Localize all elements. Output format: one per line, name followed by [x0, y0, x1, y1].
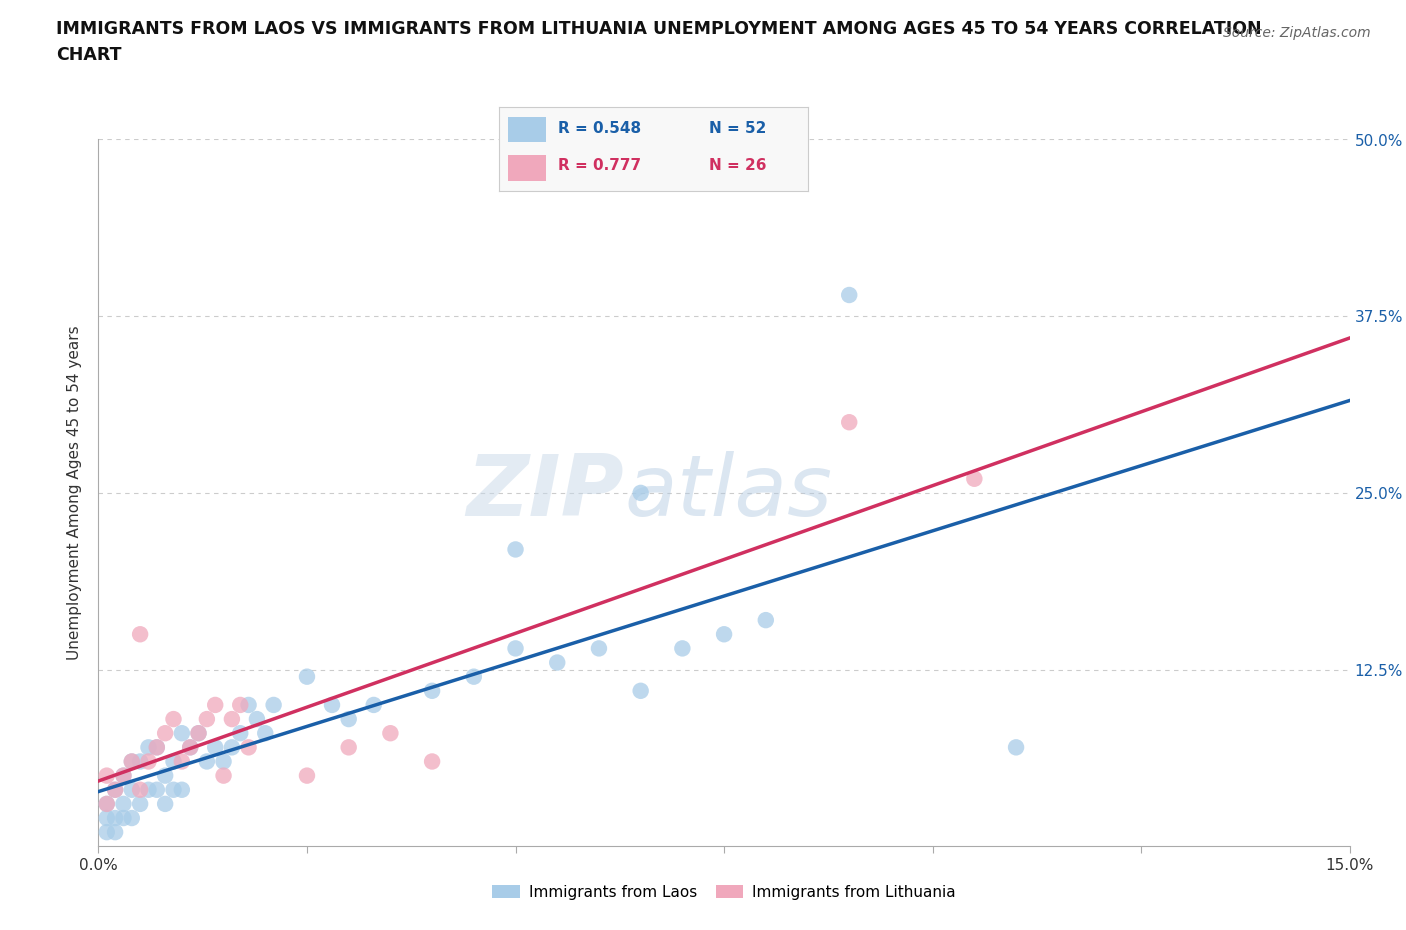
Point: [129, 627, 152, 642]
Point: [153, 796, 176, 811]
Point: [212, 768, 235, 783]
Bar: [509, 155, 546, 180]
Point: [146, 740, 169, 755]
Point: [153, 725, 176, 740]
Text: N = 26: N = 26: [710, 158, 766, 173]
Point: [337, 740, 360, 755]
Point: [212, 754, 235, 769]
Point: [179, 740, 201, 755]
Point: [588, 641, 610, 656]
Point: [238, 698, 260, 712]
Point: [96, 825, 118, 840]
Point: [121, 811, 143, 826]
Point: [170, 725, 193, 740]
Point: [420, 684, 443, 698]
Point: [138, 740, 160, 755]
Point: [229, 725, 252, 740]
Point: [104, 782, 127, 797]
Point: [121, 782, 143, 797]
Point: [713, 627, 735, 642]
Point: [295, 768, 318, 783]
Point: [254, 725, 277, 740]
Point: [630, 485, 652, 500]
Point: [112, 811, 135, 826]
Point: [121, 754, 143, 769]
Point: [238, 740, 260, 755]
Point: [321, 698, 343, 712]
Text: N = 52: N = 52: [710, 121, 766, 136]
Point: [162, 782, 184, 797]
Point: [129, 796, 152, 811]
Point: [505, 641, 527, 656]
Point: [630, 684, 652, 698]
Text: ZIP: ZIP: [467, 451, 624, 535]
Point: [463, 670, 485, 684]
Text: R = 0.548: R = 0.548: [558, 121, 641, 136]
Point: [195, 711, 218, 726]
Point: [505, 542, 527, 557]
Point: [221, 740, 243, 755]
Point: [246, 711, 269, 726]
Point: [295, 670, 318, 684]
Point: [112, 796, 135, 811]
Text: IMMIGRANTS FROM LAOS VS IMMIGRANTS FROM LITHUANIA UNEMPLOYMENT AMONG AGES 45 TO : IMMIGRANTS FROM LAOS VS IMMIGRANTS FROM …: [56, 20, 1261, 38]
Point: [187, 725, 209, 740]
Text: atlas: atlas: [624, 451, 832, 535]
Text: Source: ZipAtlas.com: Source: ZipAtlas.com: [1223, 26, 1371, 40]
Point: [138, 782, 160, 797]
Point: [112, 768, 135, 783]
Point: [153, 768, 176, 783]
Point: [1005, 740, 1028, 755]
Point: [129, 782, 152, 797]
Point: [96, 796, 118, 811]
Text: CHART: CHART: [56, 46, 122, 64]
Point: [162, 754, 184, 769]
Point: [96, 811, 118, 826]
Point: [838, 415, 860, 430]
Point: [96, 796, 118, 811]
Point: [755, 613, 778, 628]
Point: [380, 725, 402, 740]
Point: [221, 711, 243, 726]
Point: [229, 698, 252, 712]
Point: [170, 754, 193, 769]
Point: [337, 711, 360, 726]
Y-axis label: Unemployment Among Ages 45 to 54 years: Unemployment Among Ages 45 to 54 years: [67, 326, 83, 660]
Bar: [509, 117, 546, 142]
Point: [195, 754, 218, 769]
Text: R = 0.777: R = 0.777: [558, 158, 641, 173]
Point: [671, 641, 693, 656]
Point: [121, 754, 143, 769]
Point: [204, 698, 226, 712]
Point: [129, 754, 152, 769]
Point: [187, 725, 209, 740]
Point: [146, 740, 169, 755]
Point: [204, 740, 226, 755]
Point: [546, 655, 568, 670]
Point: [179, 740, 201, 755]
Point: [138, 754, 160, 769]
Point: [963, 472, 986, 486]
Point: [162, 711, 184, 726]
Point: [363, 698, 385, 712]
Legend: Immigrants from Laos, Immigrants from Lithuania: Immigrants from Laos, Immigrants from Li…: [486, 879, 962, 906]
Point: [420, 754, 443, 769]
Point: [170, 782, 193, 797]
Point: [96, 768, 118, 783]
Point: [104, 782, 127, 797]
Point: [838, 287, 860, 302]
Point: [146, 782, 169, 797]
Point: [104, 825, 127, 840]
Point: [112, 768, 135, 783]
Point: [263, 698, 285, 712]
Point: [104, 811, 127, 826]
